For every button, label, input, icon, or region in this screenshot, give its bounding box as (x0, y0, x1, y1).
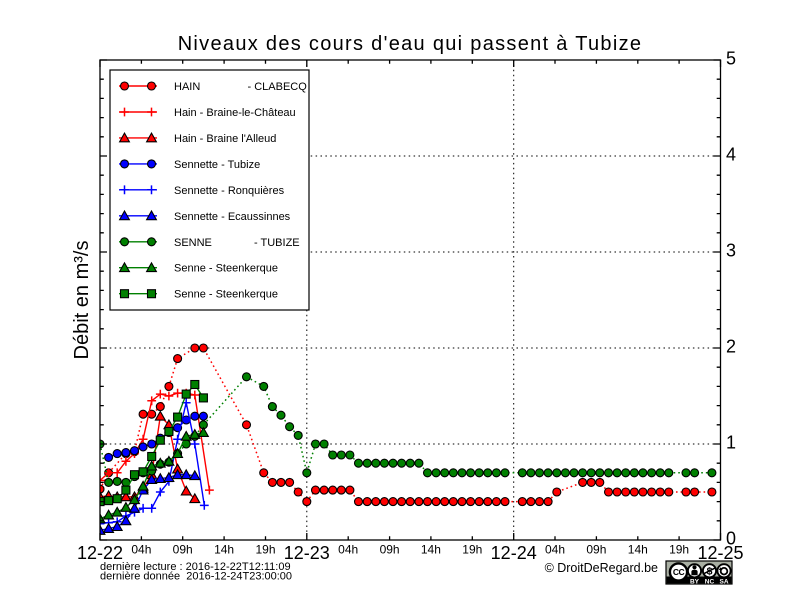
svg-text:- CLABECQ: - CLABECQ (248, 81, 308, 93)
svg-text:04h: 04h (131, 543, 151, 557)
svg-text:19h: 19h (255, 543, 275, 557)
svg-text:Hain - Braine-le-Château: Hain - Braine-le-Château (174, 107, 296, 119)
svg-text:Hain - Braine l'Alleud: Hain - Braine l'Alleud (174, 133, 276, 145)
svg-text:12-23: 12-23 (284, 543, 330, 563)
svg-text:09h: 09h (380, 543, 400, 557)
svg-text:19h: 19h (669, 543, 689, 557)
svg-text:HAIN: HAIN (174, 81, 200, 93)
svg-text:dernière donnée 2016-12-24T23: dernière donnée 2016-12-24T23:00:00 (100, 571, 292, 583)
svg-text:BY: BY (690, 578, 700, 585)
svg-text:Senne - Steenkerque: Senne - Steenkerque (174, 289, 278, 301)
svg-text:SA: SA (719, 578, 728, 585)
svg-text:Débit en m³/s: Débit en m³/s (71, 241, 93, 360)
svg-text:1: 1 (726, 433, 736, 453)
svg-text:NC: NC (705, 578, 715, 585)
svg-text:04h: 04h (338, 543, 358, 557)
svg-text:3: 3 (726, 241, 736, 261)
svg-text:09h: 09h (586, 543, 606, 557)
svg-text:dernière lecture : 2016-12-22T: dernière lecture : 2016-12-22T12:11:09 (100, 561, 291, 573)
svg-text:19h: 19h (462, 543, 482, 557)
svg-text:09h: 09h (173, 543, 193, 557)
svg-text:04h: 04h (545, 543, 565, 557)
svg-text:SENNE: SENNE (174, 237, 212, 249)
svg-text:Senne - Steenkerque: Senne - Steenkerque (174, 263, 278, 275)
svg-text:Sennette - Ronquières: Sennette - Ronquières (174, 185, 285, 197)
svg-text:Sennette - Ecaussinnes: Sennette - Ecaussinnes (174, 211, 291, 223)
svg-text:14h: 14h (421, 543, 441, 557)
svg-text:12-22: 12-22 (77, 543, 123, 563)
svg-text:Sennette - Tubize: Sennette - Tubize (174, 159, 260, 171)
svg-text:2: 2 (726, 337, 736, 357)
svg-text:© DroitDeRegard.be: © DroitDeRegard.be (545, 561, 658, 575)
svg-text:- TUBIZE: - TUBIZE (254, 237, 300, 249)
svg-text:14h: 14h (628, 543, 648, 557)
svg-text:5: 5 (726, 49, 736, 69)
svg-text:12-25: 12-25 (697, 543, 743, 563)
svg-text:4: 4 (726, 145, 736, 165)
svg-text:Niveaux des cours d'eau qui pa: Niveaux des cours d'eau qui passent à Tu… (178, 33, 643, 55)
svg-text:CC: CC (673, 567, 685, 577)
svg-text:14h: 14h (214, 543, 234, 557)
svg-text:12-24: 12-24 (491, 543, 537, 563)
svg-text:0: 0 (726, 529, 736, 549)
